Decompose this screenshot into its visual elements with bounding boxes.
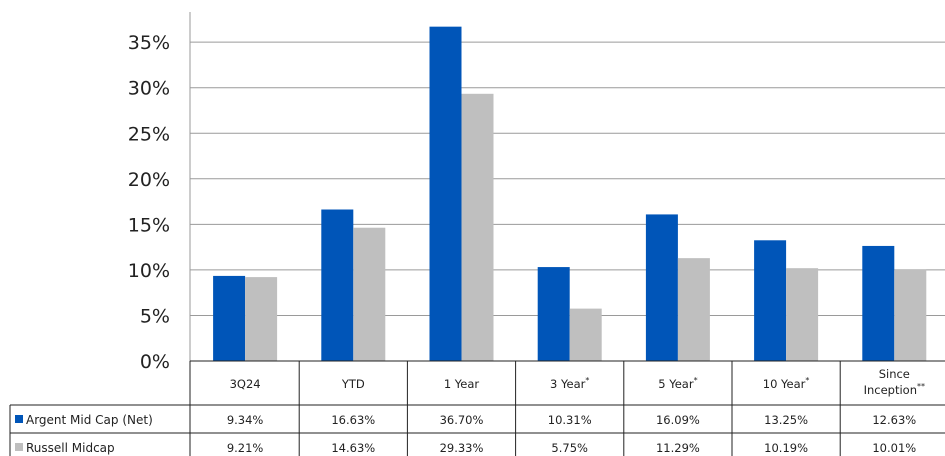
bar-russell: [245, 277, 278, 361]
data-label: 10.31%: [548, 413, 592, 427]
category-footnote-mark: *: [585, 376, 589, 385]
data-label: 29.33%: [440, 441, 484, 455]
category-footnote-mark: *: [694, 376, 698, 385]
bars: [213, 26, 927, 362]
y-tick-label: 10%: [128, 260, 170, 282]
data-label: 10.01%: [872, 441, 916, 455]
data-label: 9.34%: [227, 413, 264, 427]
y-tick-label: 20%: [128, 169, 170, 191]
category-footnote-mark: *: [805, 376, 809, 385]
y-tick-label: 25%: [128, 123, 170, 145]
data-label: 14.63%: [331, 441, 375, 455]
y-axis: 0% 5% 10% 15% 20% 25% 30% 35%: [128, 12, 191, 456]
y-tick-label: 15%: [128, 214, 170, 236]
bar-russell: [677, 258, 710, 361]
category-label: 3Q24: [230, 377, 261, 391]
category-label: 1 Year: [444, 377, 480, 391]
bar-russell: [894, 269, 927, 361]
bar-russell: [569, 308, 602, 361]
category-label: Since: [879, 367, 910, 381]
category-footnote-mark: **: [917, 382, 925, 391]
legend-swatch: [15, 443, 23, 451]
y-tick-label: 35%: [128, 32, 170, 54]
category-label: YTD: [341, 377, 365, 391]
data-label: 16.63%: [331, 413, 375, 427]
data-label: 36.70%: [440, 413, 484, 427]
legend-label: Argent Mid Cap (Net): [26, 413, 153, 427]
data-label: 9.21%: [227, 441, 264, 455]
data-label: 5.75%: [551, 441, 588, 455]
legend-swatch: [15, 415, 23, 423]
bar-russell: [353, 227, 386, 361]
data-label: 10.19%: [764, 441, 808, 455]
bar-russell: [461, 93, 494, 361]
legend-label: Russell Midcap: [26, 441, 115, 455]
bar-argent: [754, 240, 787, 361]
bar-argent: [537, 267, 570, 361]
category-label: 3 Year*: [550, 376, 589, 391]
category-label: Inception**: [864, 382, 925, 397]
bar-argent: [321, 209, 354, 361]
data-label: 13.25%: [764, 413, 808, 427]
data-label: 16.09%: [656, 413, 700, 427]
category-label: 5 Year*: [658, 376, 697, 391]
data-label: 11.29%: [656, 441, 700, 455]
data-label: 12.63%: [872, 413, 916, 427]
bar-russell: [786, 268, 819, 361]
bar-argent: [862, 245, 895, 361]
category-label: 10 Year*: [763, 376, 810, 391]
y-tick-label: 30%: [128, 78, 170, 100]
data-table: 3Q24 YTD 1 Year 3 Year* 5 Year* 10 Year* Since…: [9, 360, 945, 456]
bar-argent: [429, 26, 462, 362]
bar-argent: [645, 214, 678, 361]
y-tick-label: 0%: [140, 351, 170, 373]
y-tick-label: 5%: [140, 305, 170, 327]
bar-argent: [213, 275, 246, 361]
